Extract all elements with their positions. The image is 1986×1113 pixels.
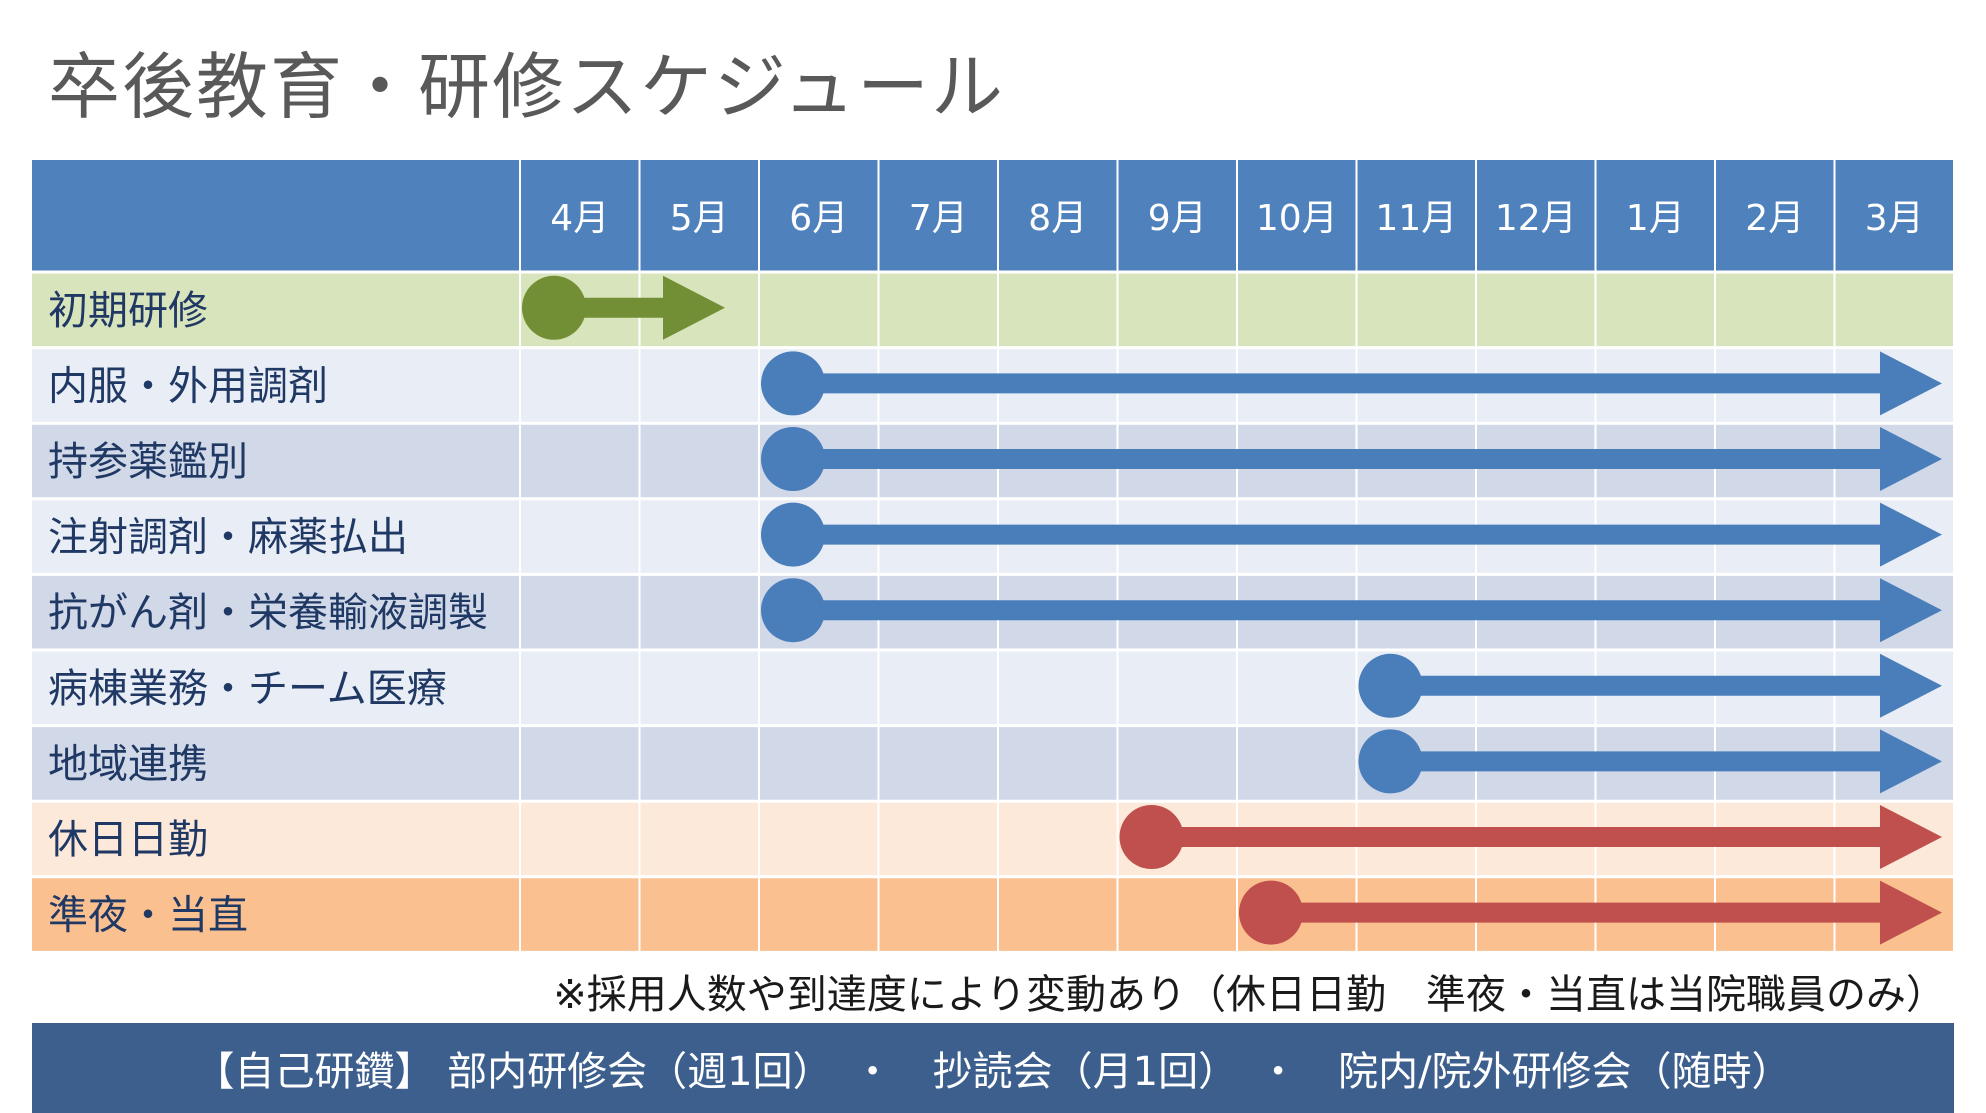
month-label: 12月 [1495,198,1577,239]
arrow-head [1880,502,1942,567]
note-text: ※採用人数や到達度により変動あり（休日日勤 準夜・当直は当院職員のみ） [553,972,1946,1018]
month-label: 11月 [1375,198,1457,239]
month-label: 7月 [909,198,968,239]
month-label: 8月 [1028,198,1087,239]
arrow-head [663,275,725,340]
footer-text: 【自己研鑽】 部内研修会（週1回） ・ 抄読会（月1回） ・ 院内/院外研修会（… [194,1049,1792,1095]
arrow-head [1880,653,1942,718]
month-label: 5月 [670,198,729,239]
row-label: 内服・外用調剤 [48,363,328,409]
month-label: 1月 [1626,198,1685,239]
row-label: 注射調剤・麻薬払出 [48,515,408,561]
arrow-start-dot [1358,653,1423,718]
arrow-start-dot [761,427,825,491]
row-label: 地域連携 [48,741,208,787]
month-label: 4月 [550,198,609,239]
row-label: 持参薬鑑別 [48,439,248,485]
row-band [32,272,1954,348]
footer-bar: 【自己研鑽】 部内研修会（週1回） ・ 抄読会（月1回） ・ 院内/院外研修会（… [32,1023,1954,1113]
month-label: 3月 [1865,198,1924,239]
arrow-head [1880,880,1942,945]
arrow-start-dot [761,351,825,416]
row-label: 病棟業務・チーム医療 [48,666,447,712]
arrow-start-dot [1358,729,1423,794]
page-title: 卒後教育・研修スケジュール [48,45,1005,129]
arrow-head [1880,427,1942,491]
month-label: 9月 [1148,198,1207,239]
row-label: 抗がん剤・栄養輸液調製 [48,590,488,636]
month-label: 10月 [1256,198,1338,239]
arrow-head [1880,729,1942,794]
month-label: 6月 [789,198,848,239]
arrow-head [1880,351,1942,416]
row-label: 初期研修 [48,288,208,334]
arrow-start-dot [522,275,586,340]
arrow-head [1880,578,1942,643]
arrow-start-dot [1239,880,1303,945]
row-label: 準夜・当直 [48,893,248,939]
schedule-chart: 4月 5月 6月 7月 8月 9月 10月 11月 12月 1月 2月 3月初期研修内服・外用調剤持参… [32,160,1955,954]
header-row [32,160,1954,272]
arrow-head [1880,805,1942,869]
month-label: 2月 [1745,198,1804,239]
arrow-start-dot [761,502,825,567]
row-label: 休日日勤 [48,817,208,863]
arrow-start-dot [761,578,825,643]
arrow-start-dot [1119,805,1184,869]
